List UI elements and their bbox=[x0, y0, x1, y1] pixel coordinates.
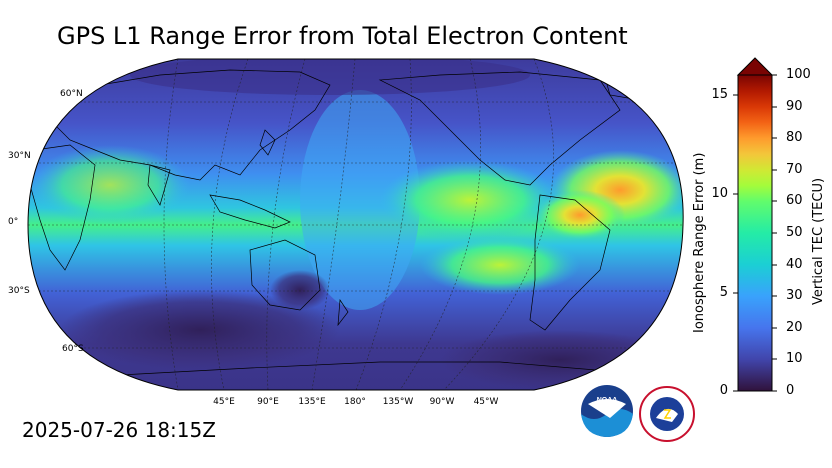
cbar-right-tick: 0 bbox=[786, 383, 795, 398]
cbar-left-tick: 10 bbox=[711, 186, 728, 201]
lat-label-60s: 60°S bbox=[62, 344, 84, 354]
cbar-right-tick: 60 bbox=[786, 193, 803, 208]
cbar-right-tick: 90 bbox=[786, 99, 803, 114]
cbar-right-tick: 30 bbox=[786, 288, 803, 303]
lat-label-60n: 60°N bbox=[60, 89, 83, 99]
svg-text:NOAA: NOAA bbox=[597, 397, 618, 404]
timestamp: 2025-07-26 18:15Z bbox=[22, 418, 216, 442]
lat-label-30n: 30°N bbox=[8, 151, 31, 161]
lon-label-90e: 90°E bbox=[257, 397, 279, 407]
lon-label-135w: 135°W bbox=[382, 397, 414, 407]
cbar-right-tick: 10 bbox=[786, 351, 803, 366]
agency-logos: NOAA bbox=[581, 385, 695, 442]
lon-label-90w: 90°W bbox=[429, 397, 455, 407]
cbar-left-tick: 0 bbox=[719, 383, 728, 398]
cbar-right-tick: 70 bbox=[786, 162, 803, 177]
lon-label-135e: 135°E bbox=[298, 397, 326, 407]
noaa-logo: NOAA bbox=[581, 385, 633, 437]
lon-label-45w: 45°W bbox=[473, 397, 499, 407]
cbar-left-tick: 5 bbox=[719, 285, 728, 300]
cbar-right-tick: 50 bbox=[786, 225, 803, 240]
lon-label-45e: 45°E bbox=[213, 397, 235, 407]
cbar-right-tick: 40 bbox=[786, 257, 803, 272]
cbar-right-tick: 20 bbox=[786, 320, 803, 335]
cbar-left-label: Ionosphere Range Error (m) bbox=[692, 152, 707, 333]
lon-label-180: 180° bbox=[344, 397, 366, 407]
cbar-right-tick: 100 bbox=[786, 67, 811, 82]
cbar-left-tick: 15 bbox=[711, 87, 728, 102]
chart-title: GPS L1 Range Error from Total Electron C… bbox=[57, 22, 628, 50]
nws-logo bbox=[639, 386, 695, 442]
cbar-right-tick: 80 bbox=[786, 130, 803, 145]
lat-label-0: 0° bbox=[8, 217, 19, 227]
lat-label-30s: 30°S bbox=[8, 286, 30, 296]
cbar-right-label: Vertical TEC (TECU) bbox=[811, 177, 826, 305]
